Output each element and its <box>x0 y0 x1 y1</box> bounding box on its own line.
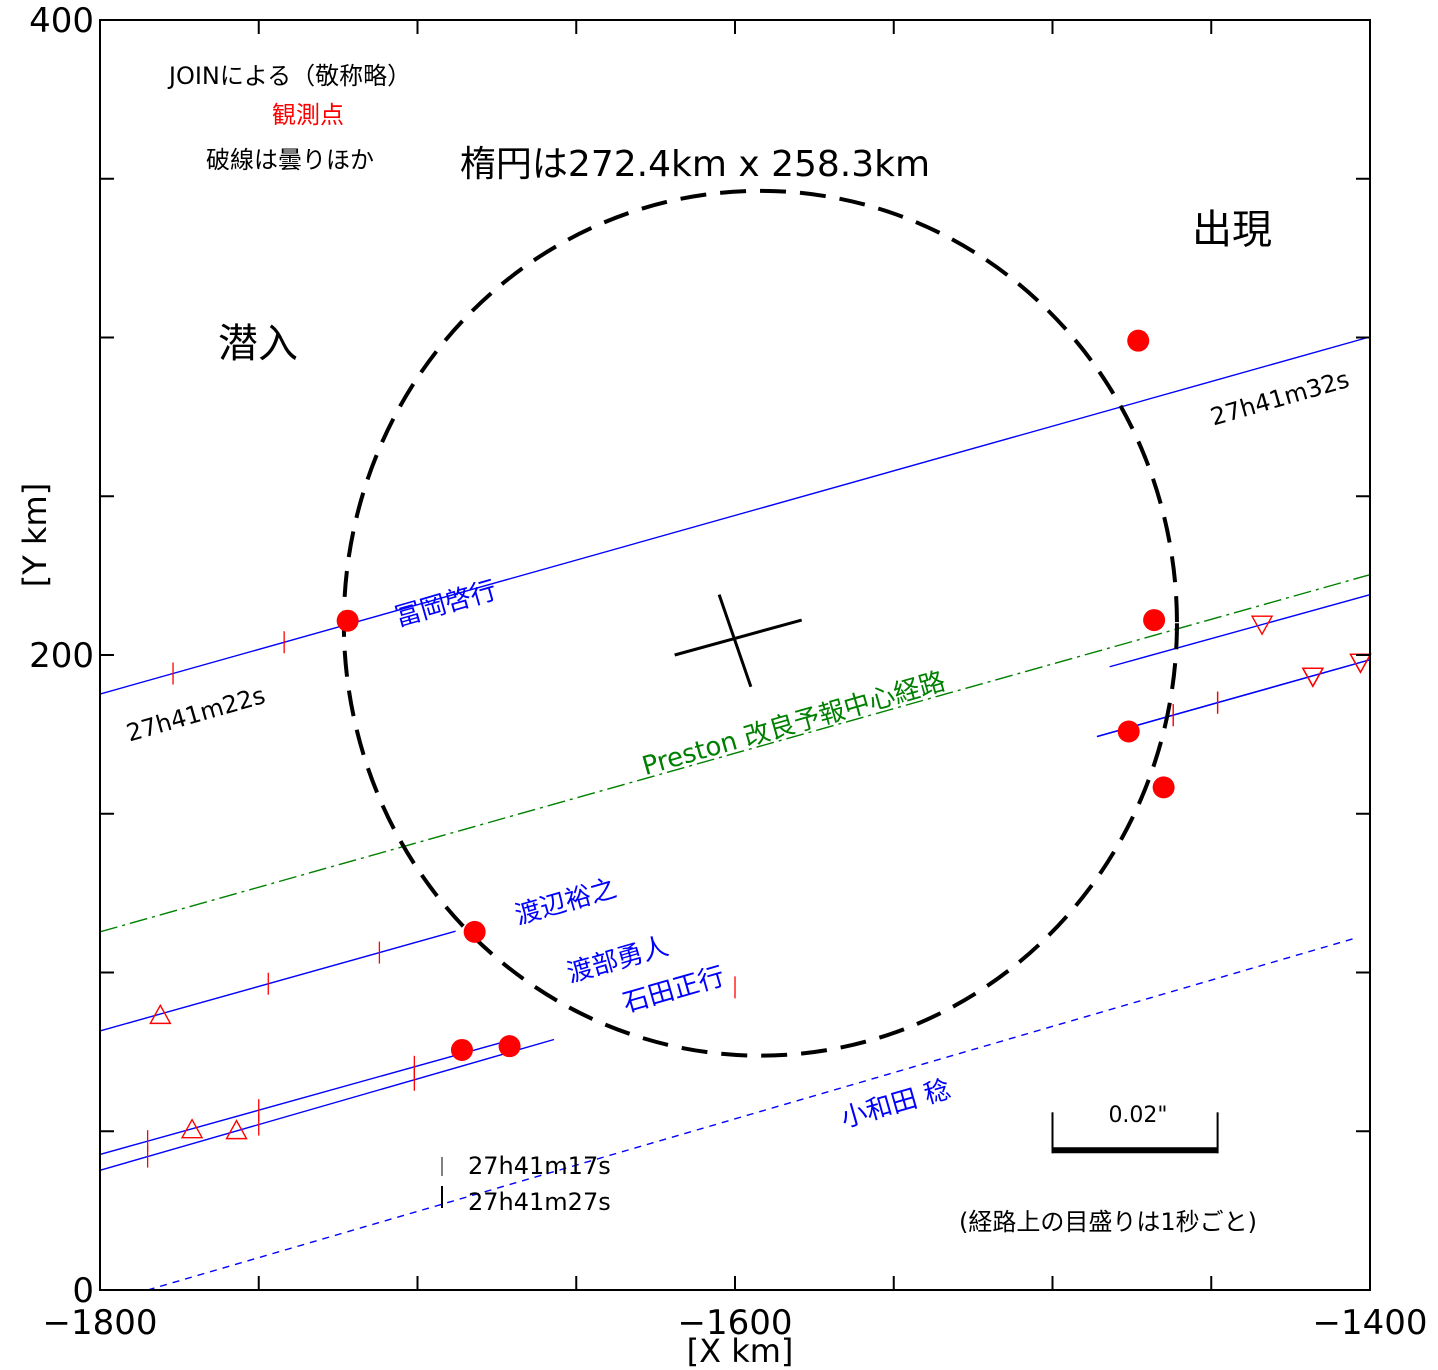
center-cross-arm-0 <box>674 618 803 657</box>
plot-frame <box>99 19 1371 1291</box>
chord-line-7 <box>147 936 1358 1291</box>
egress-label: 出現 <box>1192 207 1272 253</box>
x-tick-label-1: −1600 <box>677 1303 792 1343</box>
chords-layer <box>99 336 1372 1291</box>
chord-line-3 <box>1096 659 1371 738</box>
event-point-1 <box>463 920 486 943</box>
event-point-0 <box>336 609 359 632</box>
x-tick-label-2: −1400 <box>1312 1303 1427 1343</box>
chord-3-triangle-down-symbol-1 <box>1349 653 1372 674</box>
chord-4-triangle-up-symbol-0 <box>149 1003 172 1025</box>
y-axis-label: [Y km] <box>16 483 54 587</box>
chord-6-triangle-up-symbol-0 <box>225 1119 248 1140</box>
chart-title: 楕円は272.4km x 258.3km <box>460 144 930 185</box>
chord-3-triangle-down-symbol-0 <box>1301 667 1325 688</box>
credit-text: JOINによる（敬称略） <box>167 62 411 90</box>
chord-line-0 <box>99 336 1371 695</box>
prediction-path-line <box>99 573 1371 933</box>
labels-layer: 楕円は272.4km x 258.3km JOINによる（敬称略） 観測点 破線… <box>16 62 1352 1370</box>
observer-label-kowada: 小和田 稔 <box>838 1074 954 1134</box>
y-tick-label-1: 200 <box>29 636 94 676</box>
observer-label-watanabe: 渡辺裕之 <box>512 874 620 932</box>
chord-1-triangle-down-symbol-0 <box>1250 615 1274 636</box>
time-label-left: 27h41m22s <box>123 681 268 747</box>
time-key-label-2: 27h41m27s <box>468 1188 611 1216</box>
time-key-label-1: 27h41m17s <box>468 1152 611 1180</box>
prediction-label: Preston 改良予報中心経路 <box>639 667 949 782</box>
y-tick-label-2: 400 <box>29 1 94 41</box>
chord-line-1 <box>1109 594 1371 668</box>
y-tick-label-0: 0 <box>72 1271 94 1311</box>
event-point-7 <box>498 1035 521 1058</box>
chord-line-4 <box>99 930 456 1032</box>
event-point-3 <box>1152 776 1175 799</box>
x-tick-label-0: −1800 <box>42 1303 157 1343</box>
x-axis-label: [X km] <box>687 1332 794 1370</box>
event-point-6 <box>450 1038 473 1061</box>
chord-5-triangle-up-symbol-0 <box>180 1118 204 1139</box>
chord-2-triangle-down-symbol-1 <box>1349 653 1372 674</box>
tick-note: (経路上の目盛りは1秒ごと) <box>959 1208 1257 1236</box>
event-point-5 <box>1117 720 1140 743</box>
observer-label-tomioka: 冨岡啓行 <box>392 576 500 634</box>
event-point-4 <box>1143 609 1166 632</box>
ingress-label: 潜入 <box>218 321 298 367</box>
marks-layer <box>336 329 1219 1154</box>
axes-layer: −1800 −1600 −1400 0 200 400 <box>29 1 1427 1343</box>
chord-line-5 <box>99 1041 504 1156</box>
event-point-2 <box>1127 329 1150 352</box>
scale-bar-label: 0.02" <box>1108 1103 1167 1128</box>
chord-line-6 <box>99 1038 555 1171</box>
time-label-right: 27h41m32s <box>1207 365 1352 431</box>
center-cross-arm-1 <box>717 594 753 688</box>
legend-events-text: 観測点 <box>272 101 344 129</box>
legend-dashed-text: 破線は曇りほか <box>206 146 374 174</box>
